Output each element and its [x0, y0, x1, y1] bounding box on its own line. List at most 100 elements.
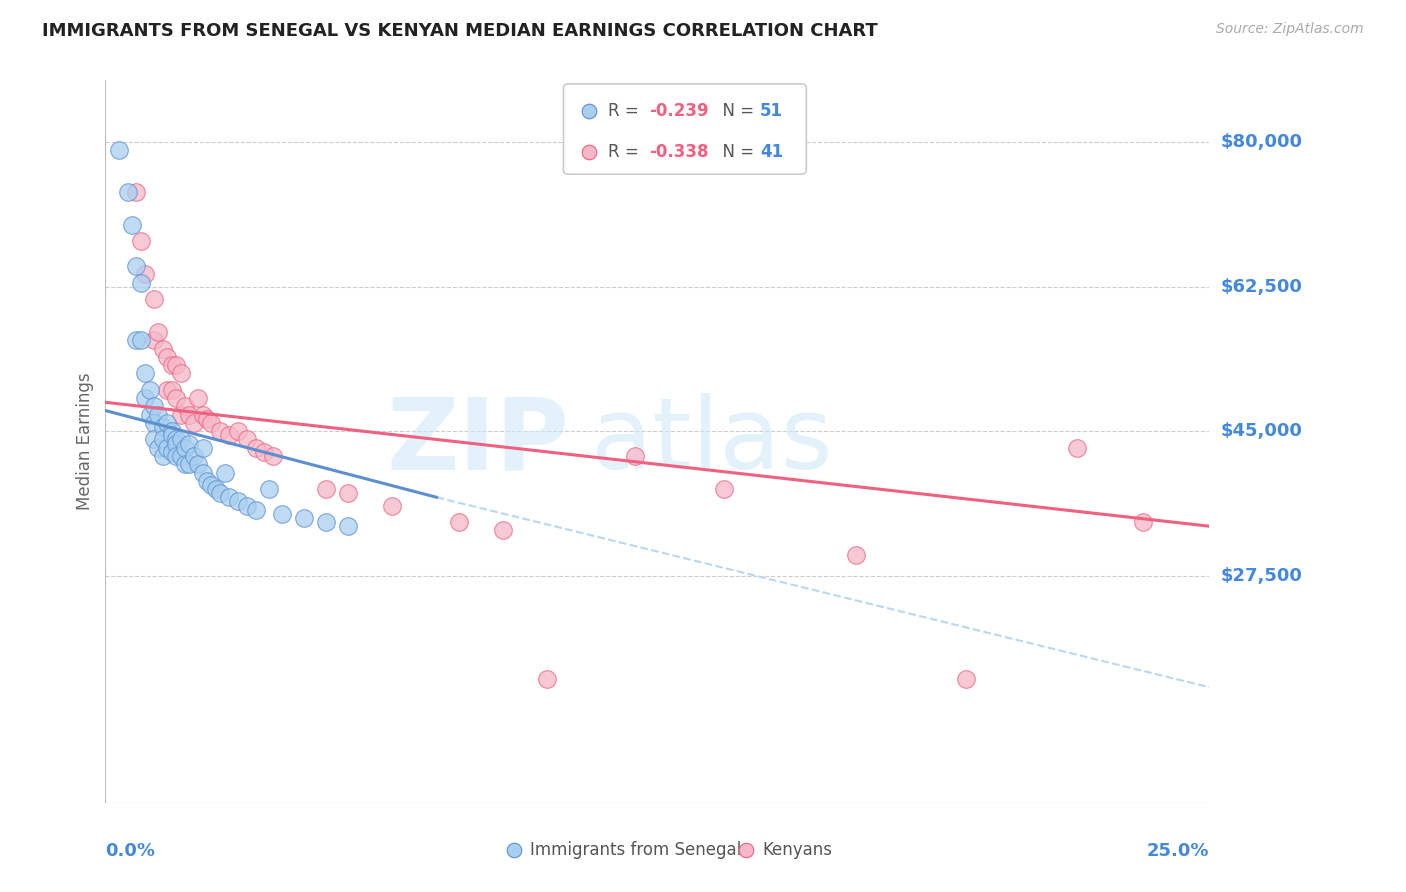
Text: $62,500: $62,500: [1220, 277, 1302, 296]
Point: [156, 441, 179, 455]
Text: N =: N =: [713, 144, 759, 161]
Point: [134, 367, 156, 381]
Text: $45,000: $45,000: [1220, 422, 1302, 441]
Point: [187, 391, 209, 405]
Point: [134, 391, 156, 405]
Point: [381, 499, 404, 513]
Point: [143, 334, 166, 348]
Point: [337, 519, 360, 533]
Point: [129, 334, 152, 348]
Point: [165, 449, 187, 463]
Y-axis label: Median Earnings: Median Earnings: [76, 373, 94, 510]
FancyBboxPatch shape: [564, 84, 806, 174]
Point: [200, 478, 222, 492]
Point: [245, 502, 267, 516]
Point: [138, 383, 160, 397]
Point: [152, 433, 174, 447]
Point: [169, 367, 191, 381]
Point: [187, 457, 209, 471]
Point: [235, 499, 257, 513]
Point: [129, 276, 152, 290]
Point: [165, 391, 187, 405]
Point: [160, 383, 183, 397]
Point: [624, 449, 647, 463]
Point: [492, 524, 515, 538]
Text: R =: R =: [607, 144, 644, 161]
Text: IMMIGRANTS FROM SENEGAL VS KENYAN MEDIAN EARNINGS CORRELATION CHART: IMMIGRANTS FROM SENEGAL VS KENYAN MEDIAN…: [42, 22, 877, 40]
Point: [845, 548, 868, 562]
Point: [315, 482, 337, 496]
Point: [156, 350, 179, 364]
Point: [117, 185, 139, 199]
Point: [1066, 441, 1088, 455]
Text: Immigrants from Senegal: Immigrants from Senegal: [530, 841, 741, 859]
Point: [200, 416, 222, 430]
Point: [315, 515, 337, 529]
Point: [218, 490, 240, 504]
Text: 0.0%: 0.0%: [105, 842, 156, 860]
Point: [143, 416, 166, 430]
Point: [262, 449, 284, 463]
Text: $80,000: $80,000: [1220, 133, 1302, 152]
Point: [183, 449, 205, 463]
Point: [160, 424, 183, 438]
Point: [1132, 515, 1154, 529]
Text: 41: 41: [761, 144, 783, 161]
Point: [169, 433, 191, 447]
Text: -0.338: -0.338: [650, 144, 709, 161]
Text: R =: R =: [607, 102, 644, 120]
Point: [174, 400, 197, 414]
Point: [129, 235, 152, 249]
Point: [191, 466, 214, 480]
Text: Source: ZipAtlas.com: Source: ZipAtlas.com: [1216, 22, 1364, 37]
Point: [138, 408, 160, 422]
Text: atlas: atlas: [591, 393, 832, 490]
Point: [156, 383, 179, 397]
Point: [160, 445, 183, 459]
Point: [257, 482, 280, 496]
Point: [226, 494, 249, 508]
Point: [165, 433, 187, 447]
Text: 25.0%: 25.0%: [1147, 842, 1209, 860]
Text: 51: 51: [761, 102, 783, 120]
Text: ZIP: ZIP: [387, 393, 569, 490]
Point: [125, 185, 148, 199]
Point: [195, 412, 218, 426]
Point: [253, 445, 276, 459]
Point: [174, 457, 197, 471]
Point: [205, 482, 228, 496]
Text: N =: N =: [713, 102, 759, 120]
Point: [179, 457, 201, 471]
Point: [143, 433, 166, 447]
Point: [235, 433, 257, 447]
Point: [143, 400, 166, 414]
Point: [226, 424, 249, 438]
Point: [214, 466, 236, 480]
Point: [160, 358, 183, 372]
Point: [152, 449, 174, 463]
Point: [152, 342, 174, 356]
Point: [165, 358, 187, 372]
Point: [713, 482, 735, 496]
Point: [148, 408, 170, 422]
Point: [160, 428, 183, 442]
Point: [125, 259, 148, 273]
Point: [337, 486, 360, 500]
Point: [152, 420, 174, 434]
Text: $27,500: $27,500: [1220, 566, 1302, 585]
Point: [183, 416, 205, 430]
Point: [165, 436, 187, 450]
Point: [191, 441, 214, 455]
Point: [218, 428, 240, 442]
Point: [209, 486, 232, 500]
Point: [169, 408, 191, 422]
Text: -0.239: -0.239: [650, 102, 709, 120]
Point: [169, 449, 191, 463]
Point: [245, 441, 267, 455]
Point: [121, 218, 143, 232]
Point: [134, 268, 156, 282]
Point: [447, 515, 470, 529]
Point: [148, 325, 170, 339]
Point: [107, 144, 129, 158]
Point: [174, 441, 197, 455]
